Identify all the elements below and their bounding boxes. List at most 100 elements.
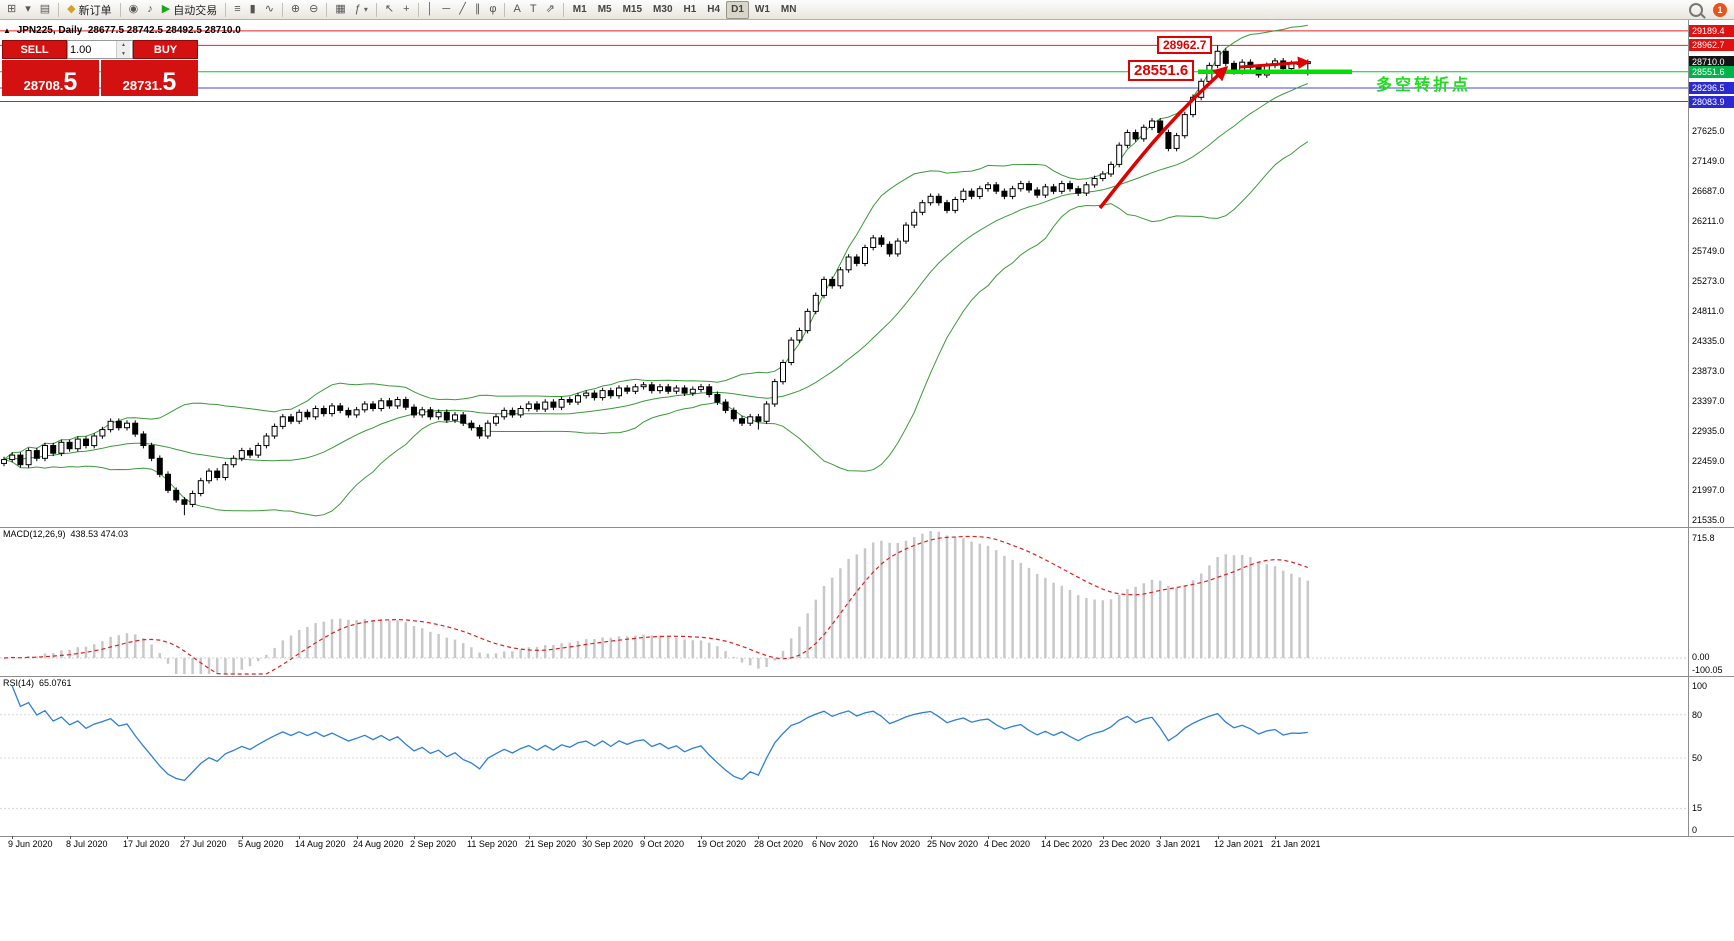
- timeframe-m5-button[interactable]: M5: [597, 4, 612, 15]
- crosshair-button[interactable]: +: [399, 1, 413, 19]
- indicators-button-icon: ƒ: [354, 3, 361, 15]
- new-order-button[interactable]: ◆ 新订单: [63, 1, 115, 19]
- alerts-button[interactable]: ◉: [125, 1, 143, 19]
- time-axis-tick: [873, 836, 874, 839]
- channel-button-icon: ∥: [474, 3, 481, 15]
- macd-axis-label: 0.00: [1692, 652, 1710, 662]
- timeframe-h1-button[interactable]: H1: [683, 4, 697, 15]
- chart-dropdown-icon: ▾: [25, 3, 31, 15]
- ohlc-values: 28677.5 28742.5 28492.5 28710.0: [87, 25, 241, 36]
- time-axis-tick: [1160, 836, 1161, 839]
- price-axis-label: 21535.0: [1692, 515, 1725, 525]
- buy-button[interactable]: BUY: [133, 40, 198, 59]
- time-axis-label: 8 Jul 2020: [66, 839, 108, 849]
- toolbar-separator: [417, 2, 419, 17]
- time-axis-label: 9 Jun 2020: [8, 839, 53, 849]
- new-chart-button[interactable]: ⊞: [3, 1, 20, 19]
- rsi-name: RSI(14): [3, 678, 35, 688]
- toolbar-separator: [58, 2, 60, 17]
- price-annotation-lower[interactable]: 28551.6: [1128, 60, 1195, 81]
- search-icon[interactable]: [1689, 2, 1703, 17]
- panel-separator[interactable]: [0, 676, 1734, 677]
- time-axis-tick: [471, 836, 472, 839]
- chart-dropdown[interactable]: ▾: [21, 1, 35, 19]
- time-axis-tick: [70, 836, 71, 839]
- text-button[interactable]: A: [509, 1, 524, 19]
- tile-windows-button[interactable]: ▦: [331, 1, 349, 19]
- price-axis-label: 27149.0: [1692, 156, 1725, 166]
- price-annotation-upper[interactable]: 28962.7: [1157, 36, 1213, 54]
- indicators-button-caret-icon: ▾: [363, 5, 368, 14]
- buy-price-panel[interactable]: 28731. 5: [101, 60, 198, 96]
- time-axis-label: 14 Aug 2020: [295, 839, 346, 849]
- rsi-axis-label: 80: [1692, 710, 1703, 720]
- volume-increase-button[interactable]: ▲: [117, 41, 130, 50]
- zoom-out-button-icon: ⊖: [309, 3, 319, 15]
- time-axis-tick: [931, 836, 932, 839]
- timeframe-m1-button[interactable]: M1: [572, 4, 587, 15]
- turning-point-note[interactable]: 多空转折点: [1376, 77, 1472, 94]
- channel-button[interactable]: ∥: [471, 1, 485, 19]
- timeframe-h4-button[interactable]: H4: [707, 4, 721, 15]
- chart-canvas[interactable]: [0, 20, 1688, 836]
- price-tag: 28710.0: [1689, 56, 1734, 68]
- cursor-button[interactable]: ↖: [381, 1, 398, 19]
- fibonacci-button-icon: φ: [489, 3, 497, 15]
- rsi-axis-label: 100: [1692, 681, 1708, 691]
- sell-button[interactable]: SELL: [2, 40, 67, 59]
- timeframe-m30-button[interactable]: M30: [653, 4, 673, 15]
- time-axis-tick: [816, 836, 817, 839]
- timeframe-d1-button[interactable]: D1: [726, 0, 749, 19]
- price-axis-label: 25273.0: [1692, 276, 1725, 286]
- expand-arrow-icon[interactable]: ▲: [3, 26, 11, 35]
- buy-price-head: 28731.: [122, 77, 163, 93]
- symbol-name: JPN225, Daily: [16, 25, 83, 36]
- zoom-in-button[interactable]: ⊕: [287, 1, 304, 19]
- trendline-button[interactable]: ╱: [455, 1, 470, 19]
- label-button[interactable]: T: [526, 1, 541, 19]
- macd-name: MACD(12,26,9): [3, 529, 66, 539]
- candlestick-chart-button[interactable]: ▮: [246, 1, 260, 19]
- sounds-button[interactable]: ♪: [143, 1, 157, 19]
- vertical-line-button[interactable]: │: [423, 1, 438, 19]
- sounds-button-icon: ♪: [147, 3, 153, 15]
- horizontal-line-button[interactable]: ─: [438, 1, 454, 19]
- timeframe-mn-button[interactable]: MN: [780, 4, 797, 15]
- notification-badge[interactable]: 1: [1713, 2, 1727, 17]
- chart-workspace[interactable]: 27625.0 27149.0 26687.0 26211.0 25749.0 25273…: [0, 20, 1734, 941]
- fibonacci-button[interactable]: φ: [485, 1, 500, 19]
- time-axis-tick: [529, 836, 530, 839]
- line-chart-button-icon: ∿: [264, 3, 274, 15]
- rsi-current-value: 65.0761: [39, 678, 72, 688]
- time-axis-label: 4 Dec 2020: [984, 839, 1031, 849]
- time-axis-tick: [12, 836, 13, 839]
- volume-spinner[interactable]: ▲ ▼: [116, 41, 130, 58]
- one-click-trading-widget: SELL ▲ ▼ BUY 28708.5 28731.5: [2, 40, 198, 96]
- time-axis-tick: [1275, 836, 1276, 839]
- crosshair-button-icon: +: [403, 3, 410, 15]
- panel-separator: [0, 836, 1734, 837]
- arrows-button[interactable]: ⇗: [542, 1, 559, 19]
- profiles-button[interactable]: ▤: [36, 1, 54, 19]
- price-axis-label: 22935.0: [1692, 426, 1725, 436]
- autotrading-button[interactable]: ▶ 自动交易: [158, 1, 221, 19]
- timeframe-w1-button[interactable]: W1: [754, 4, 770, 15]
- timeframe-m15-button[interactable]: M15: [622, 4, 643, 15]
- time-axis-label: 12 Jan 2021: [1214, 839, 1264, 849]
- arrows-button-icon: ⇗: [545, 3, 555, 15]
- time-axis-tick: [701, 836, 702, 839]
- indicators-button[interactable]: ƒ ▾: [351, 1, 372, 19]
- volume-decrease-button[interactable]: ▼: [117, 49, 130, 58]
- macd-current-values: 438.53 474.03: [70, 529, 129, 539]
- volume-box[interactable]: ▲ ▼: [67, 40, 133, 59]
- line-chart-button[interactable]: ∿: [261, 1, 278, 19]
- rsi-label: RSI(14) 65.0761: [3, 678, 72, 688]
- bar-chart-button[interactable]: ≡: [230, 1, 244, 19]
- volume-input[interactable]: [68, 41, 116, 58]
- toolbar-separator: [281, 2, 283, 17]
- panel-separator[interactable]: [0, 527, 1734, 528]
- zoom-out-button[interactable]: ⊖: [305, 1, 322, 19]
- sell-price-panel[interactable]: 28708. 5: [2, 60, 99, 96]
- time-axis-label: 19 Oct 2020: [697, 839, 747, 849]
